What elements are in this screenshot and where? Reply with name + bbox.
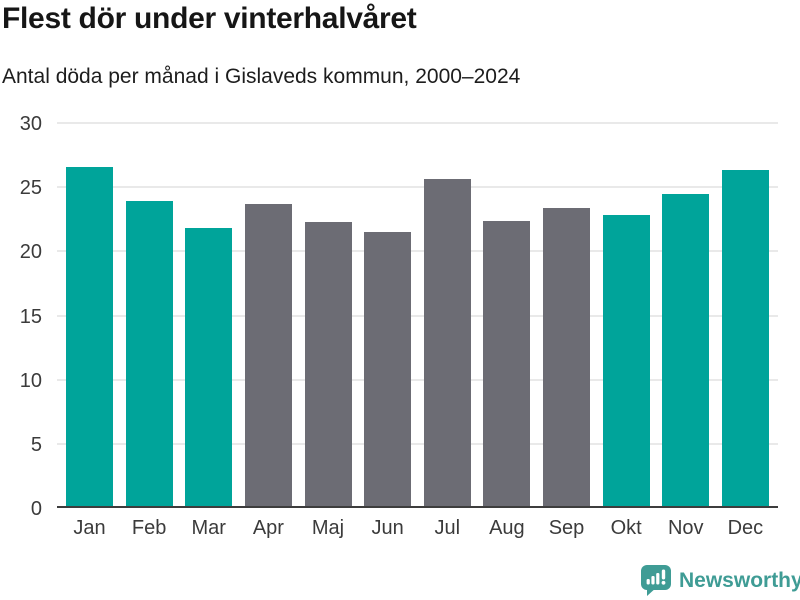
bars-row [57,123,778,508]
x-tick-label-mar: Mar [191,517,226,539]
bar-jul [423,179,471,508]
x-tick-label-feb: Feb [131,517,167,539]
gridline-5 [57,442,778,445]
gridline-10 [57,378,778,381]
y-tick-label-20: 20 [19,241,42,264]
bar-jun [364,232,412,508]
bar-apr [244,203,292,508]
bar-nov [662,193,710,508]
y-axis-labels: 0 5 10 15 20 25 30 [0,114,42,519]
x-tick-label-jun: Jun [371,517,404,539]
gridline-30 [57,122,778,124]
bar-feb [125,201,173,508]
gridline-25 [57,186,778,189]
x-tick-label-okt: Okt [610,517,642,539]
y-tick-label-15: 15 [19,305,42,328]
brand-footer: Newsworthy [641,565,800,597]
x-tick-label-jan: Jan [73,517,106,539]
x-tick-label-apr: Apr [252,517,284,539]
x-tick-label-jul: Jul [434,517,461,539]
chart-subtitle: Antal döda per månad i Gislaveds kommun,… [2,65,521,88]
brand-name: Newsworthy [679,569,800,592]
x-tick-label-dec: Dec [727,517,764,539]
x-tick-label-nov: Nov [667,517,704,539]
y-tick-label-10: 10 [19,369,42,392]
x-tick-label-maj: Maj [311,517,345,539]
bar-okt [602,215,650,508]
bar-aug [483,220,531,508]
bar-maj [304,221,352,508]
bar-chart-plot-area [57,122,778,508]
y-tick-label-5: 5 [30,433,42,456]
x-axis-line [57,506,778,508]
y-tick-label-0: 0 [30,498,42,520]
y-tick-label-30: 30 [19,113,42,135]
bar-sep [543,207,590,508]
x-tick-label-sep: Sep [548,517,585,539]
x-tick-label-aug: Aug [489,517,525,539]
bar-dec [721,170,769,508]
chart-title: Flest dör under vinterhalvåret [2,2,417,35]
x-axis-labels: Jan Feb Mar Apr Maj Jun Jul Aug Sep Okt Nov Dec [57,517,778,540]
y-tick-label-25: 25 [19,177,42,200]
bar-jan [66,166,113,508]
gridline-15 [57,314,778,317]
gridline-20 [57,250,778,253]
bar-mar [185,228,233,508]
newsworthy-logo-icon [641,565,671,596]
